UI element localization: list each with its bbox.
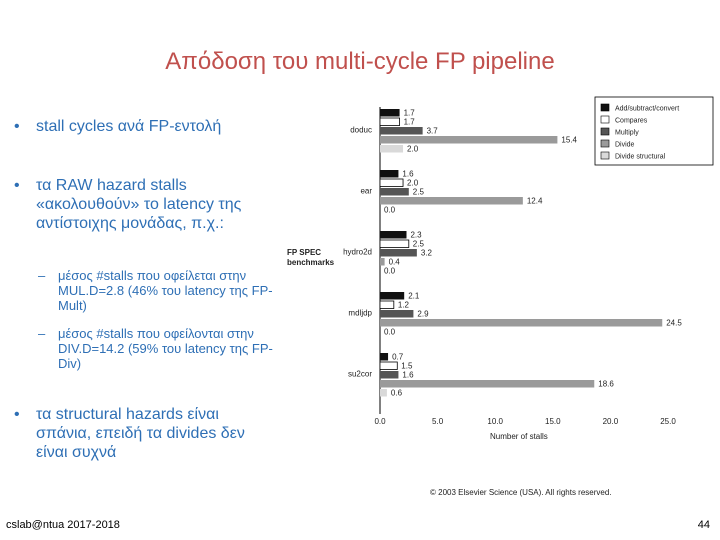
bar <box>380 109 400 117</box>
y-axis-label-line: benchmarks <box>287 258 335 267</box>
bullet-symbol: • <box>14 118 20 135</box>
sub-bullet-item: – μέσος #stalls που οφείλονται στην DIV.… <box>38 326 293 371</box>
data-label: 0.6 <box>391 389 403 398</box>
bar <box>380 188 409 196</box>
sub-bullet-symbol: – <box>38 268 46 283</box>
data-label: 2.3 <box>410 231 422 240</box>
bullet-text: τα RAW hazard stalls «ακολουθούν» το lat… <box>36 177 242 232</box>
bar <box>380 145 404 153</box>
y-axis-label-line: FP SPEC <box>287 248 321 257</box>
bar <box>380 292 405 300</box>
bullet-item: • τα structural hazards είναι σπάνια, επ… <box>14 405 284 462</box>
sub-bullet-symbol: – <box>38 326 46 341</box>
copyright-text: © 2003 Elsevier Science (USA). All right… <box>430 488 612 497</box>
category-label: su2cor <box>348 370 372 379</box>
legend-swatch <box>600 127 610 136</box>
data-label: 1.6 <box>402 170 414 179</box>
plot-area: doduc1.71.73.715.42.0ear1.62.02.512.40.0… <box>343 107 682 426</box>
sub-bullet-text: μέσος #stalls που οφείλεται στην MUL.D=2… <box>58 268 273 313</box>
bullet-text: stall cycles ανά FP-εντολή <box>36 118 222 135</box>
data-label: 3.2 <box>421 249 433 258</box>
category-label: hydro2d <box>343 248 372 257</box>
bar <box>380 389 387 397</box>
data-label: 1.2 <box>398 301 410 310</box>
x-tick-label: 20.0 <box>603 417 619 426</box>
legend-label: Divide <box>615 142 635 149</box>
bar <box>380 353 389 361</box>
bar <box>380 170 399 178</box>
data-label: 2.5 <box>413 188 425 197</box>
data-label: 0.4 <box>389 258 401 267</box>
data-label: 1.5 <box>401 362 413 371</box>
bar <box>379 361 398 370</box>
data-label: 3.7 <box>427 127 439 136</box>
category-label: doduc <box>350 126 372 135</box>
sub-bullet-item: – μέσος #stalls που οφείλεται στην MUL.D… <box>38 268 293 313</box>
data-label: 18.6 <box>598 380 614 389</box>
legend-label: Add/subtract/convert <box>615 106 679 113</box>
data-label: 12.4 <box>527 197 543 206</box>
x-tick-label: 0.0 <box>374 417 386 426</box>
bullet-item: • stall cycles ανά FP-εντολή <box>14 118 221 136</box>
legend-swatch <box>600 151 610 160</box>
x-tick-label: 25.0 <box>660 417 676 426</box>
bullet-item: • τα RAW hazard stalls «ακολουθούν» το l… <box>14 176 284 233</box>
bullet-text: τα structural hazards είναι σπάνια, επει… <box>36 406 245 461</box>
bar <box>380 310 414 318</box>
data-label: 2.9 <box>417 310 429 319</box>
data-label: 0.0 <box>384 267 396 276</box>
bar <box>380 127 423 135</box>
bar <box>380 380 595 388</box>
stalls-bar-chart: doduc1.71.73.715.42.0ear1.62.02.512.40.0… <box>287 96 714 497</box>
bar <box>380 231 407 239</box>
data-label: 2.0 <box>407 179 419 188</box>
data-label: 0.0 <box>384 206 396 215</box>
bar <box>379 117 400 126</box>
bar <box>379 178 404 187</box>
bar <box>380 197 523 205</box>
data-label: 15.4 <box>561 136 577 145</box>
category-label: mdljdp <box>348 309 372 318</box>
data-label: 1.6 <box>402 371 414 380</box>
legend-swatch <box>600 103 610 112</box>
legend-label: Divide structural <box>615 154 666 161</box>
data-label: 1.7 <box>404 109 416 118</box>
legend-swatch <box>600 139 610 148</box>
bar <box>380 319 663 327</box>
category-label: ear <box>360 187 372 196</box>
bar <box>379 300 395 309</box>
y-axis-label: FP SPEC benchmarks <box>287 248 335 267</box>
legend-swatch <box>600 115 610 124</box>
page-number: 44 <box>697 519 710 531</box>
data-label: 24.5 <box>666 319 682 328</box>
x-tick-label: 5.0 <box>432 417 444 426</box>
data-label: 0.0 <box>384 328 396 337</box>
bar <box>379 239 410 248</box>
sub-bullet-text: μέσος #stalls που οφείλονται στην DIV.D=… <box>58 326 273 371</box>
legend-box <box>594 96 714 166</box>
legend-label: Compares <box>615 118 648 125</box>
data-label: 0.7 <box>392 353 404 362</box>
bullet-symbol: • <box>14 177 20 194</box>
legend-label: Multiply <box>615 130 639 137</box>
data-label: 2.5 <box>413 240 425 249</box>
data-label: 1.7 <box>404 118 416 127</box>
bar <box>380 249 417 257</box>
bullet-symbol: • <box>14 406 20 423</box>
x-tick-label: 10.0 <box>487 417 503 426</box>
data-label: 2.1 <box>408 292 420 301</box>
x-tick-label: 15.0 <box>545 417 561 426</box>
chart-legend: Add/subtract/convert Compares Multiply Divi… <box>594 96 714 166</box>
footer-credit: cslab@ntua 2017-2018 <box>6 519 120 531</box>
bar <box>380 371 399 379</box>
bar <box>380 136 558 144</box>
slide-title: Απόδοση του multi-cycle FP pipeline <box>165 48 555 75</box>
bar <box>380 258 385 266</box>
data-label: 2.0 <box>407 145 419 154</box>
x-axis-label: Number of stalls <box>490 432 548 441</box>
